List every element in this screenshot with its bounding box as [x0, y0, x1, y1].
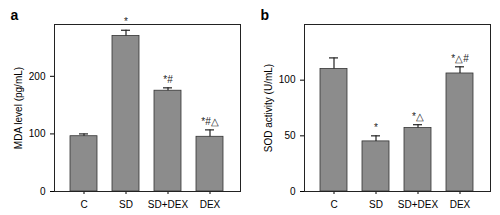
svg-text:*#: *# [163, 74, 173, 85]
svg-text:SOD activity (U/mL): SOD activity (U/mL) [263, 64, 274, 152]
svg-text:0: 0 [290, 186, 296, 197]
svg-text:a: a [11, 7, 19, 23]
svg-text:50: 50 [284, 130, 296, 141]
svg-text:*△: *△ [412, 111, 424, 122]
svg-text:SD+DEX: SD+DEX [148, 199, 189, 210]
svg-text:SD: SD [119, 199, 133, 210]
svg-text:b: b [261, 7, 270, 23]
svg-text:*: * [124, 16, 128, 27]
svg-text:0: 0 [40, 186, 46, 197]
svg-text:200: 200 [29, 71, 46, 82]
svg-text:MDA level (pg/mL): MDA level (pg/mL) [13, 67, 24, 149]
svg-text:*#△: *#△ [201, 116, 218, 127]
svg-text:*: * [374, 122, 378, 133]
svg-text:SD: SD [369, 199, 383, 210]
svg-text:SD+DEX: SD+DEX [398, 199, 439, 210]
svg-text:C: C [80, 199, 87, 210]
svg-text:100: 100 [29, 128, 46, 139]
svg-text:DEX: DEX [200, 199, 221, 210]
svg-text:DEX: DEX [450, 199, 471, 210]
svg-text:C: C [330, 199, 337, 210]
svg-text:100: 100 [279, 74, 296, 85]
svg-text:*△#: *△# [451, 53, 469, 64]
